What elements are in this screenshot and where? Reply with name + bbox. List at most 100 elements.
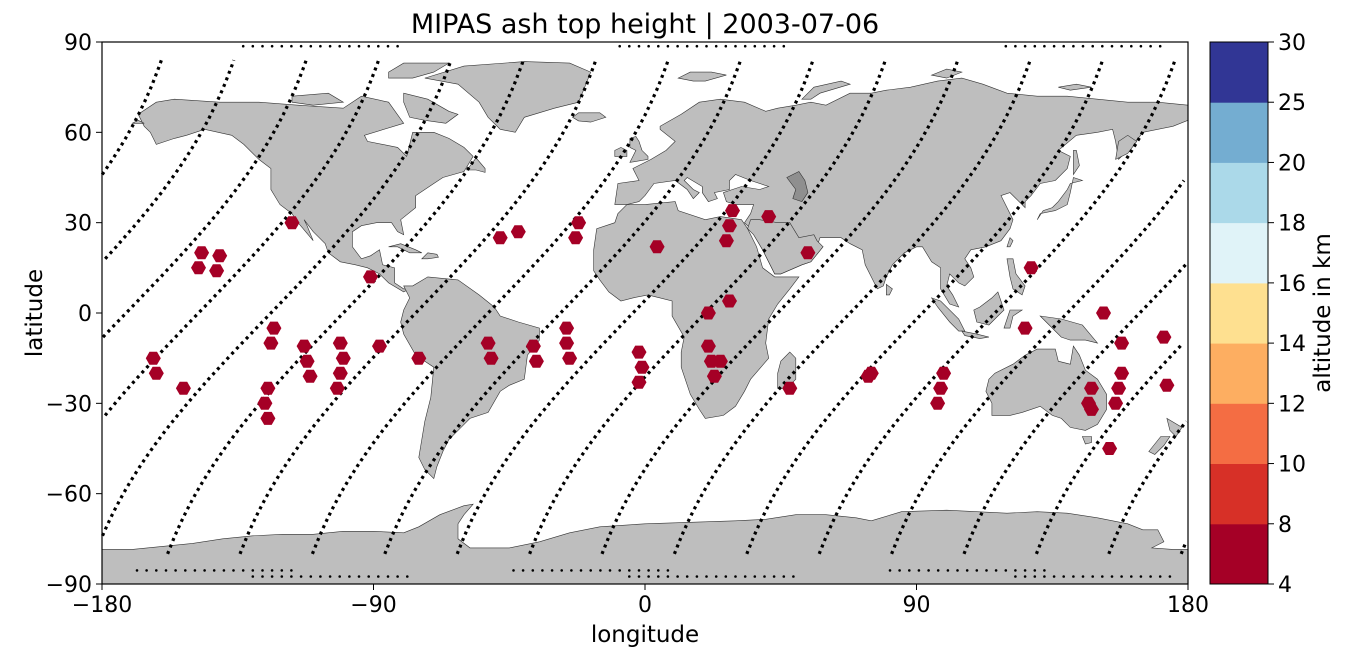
polar-track-point xyxy=(357,575,361,578)
polar-track-point xyxy=(985,569,988,572)
ash-detection-marker xyxy=(411,351,427,365)
polar-track-point xyxy=(1033,44,1037,48)
ash-detection-marker xyxy=(483,351,499,365)
polar-track-point xyxy=(155,569,158,572)
polar-track-point xyxy=(1130,575,1133,578)
polar-track-point xyxy=(319,575,322,578)
y-tick-label: −90 xyxy=(46,573,92,598)
polar-track-point xyxy=(936,569,940,572)
polar-track-point xyxy=(145,569,148,572)
polar-track-point xyxy=(560,569,563,572)
colorbar-tick-label: 14 xyxy=(1278,332,1306,357)
land-greenland xyxy=(424,61,592,133)
polar-track-point xyxy=(763,44,766,48)
polar-track-point xyxy=(695,575,699,578)
satellite-track xyxy=(600,59,960,555)
ash-detection-marker xyxy=(332,336,348,350)
land-sakhalin xyxy=(1073,150,1080,176)
satellite-track xyxy=(101,59,1188,555)
polar-track-point xyxy=(164,569,168,572)
colorbar-tick-label: 4 xyxy=(1278,573,1292,598)
ash-detection-marker xyxy=(712,354,728,368)
polar-track-point xyxy=(628,44,631,48)
polar-track-point xyxy=(753,575,757,578)
polar-track-point xyxy=(647,575,650,578)
land-tasmania xyxy=(1081,436,1092,445)
land-new-siberian-islands xyxy=(1058,83,1092,91)
polar-track-point xyxy=(1014,569,1017,572)
polar-track-point xyxy=(792,575,795,578)
polar-track-point xyxy=(241,44,245,48)
polar-track-point xyxy=(222,569,226,572)
polar-track-point xyxy=(212,569,216,572)
y-tick-label: −30 xyxy=(46,392,92,417)
land-antarctica xyxy=(101,503,1189,585)
polar-track-point xyxy=(531,569,535,572)
x-tick-label: −180 xyxy=(72,593,132,618)
satellite-track xyxy=(310,59,670,555)
polar-track-point xyxy=(589,569,592,572)
polar-track-point xyxy=(975,569,979,572)
polar-track-point xyxy=(309,575,313,578)
polar-track-point xyxy=(261,44,264,48)
polar-track-point xyxy=(1062,44,1065,48)
polar-track-point xyxy=(917,569,921,572)
land-eurasia xyxy=(614,77,1189,308)
polar-track-point xyxy=(386,575,390,578)
map-panel xyxy=(100,41,1189,585)
polar-track-point xyxy=(618,44,621,48)
colorbar-tick-label: 12 xyxy=(1278,392,1306,417)
ash-detection-marker xyxy=(363,270,378,284)
polar-track-point xyxy=(666,44,670,48)
polar-track-point xyxy=(338,575,342,578)
y-tick-label: 90 xyxy=(64,31,92,56)
polar-track-point xyxy=(270,575,274,578)
polar-track-point xyxy=(705,575,708,578)
polar-track-point xyxy=(406,575,409,578)
ash-detection-marker xyxy=(722,219,737,233)
polar-track-point xyxy=(695,44,699,48)
ash-detection-marker xyxy=(212,249,228,263)
polar-track-point xyxy=(1033,569,1037,572)
land-new-zealand-south xyxy=(1148,436,1171,455)
ash-markers xyxy=(145,204,1175,455)
land-novaya-zemlya xyxy=(801,80,852,100)
polar-track-point xyxy=(782,575,786,578)
polar-track-point xyxy=(734,575,737,578)
satellite-track xyxy=(672,59,1032,555)
polar-track-point xyxy=(1023,575,1027,578)
colorbar-label: altitude in km xyxy=(1310,233,1336,393)
ash-detection-marker xyxy=(718,234,734,248)
ash-detection-marker xyxy=(194,246,210,260)
ash-detection-marker xyxy=(510,225,526,239)
polar-track-point xyxy=(1023,569,1027,572)
polar-track-point xyxy=(299,44,303,48)
ash-detection-marker xyxy=(299,354,315,368)
ash-detection-marker xyxy=(634,360,650,374)
polar-track-point xyxy=(637,569,641,572)
ash-detection-marker xyxy=(1114,336,1130,350)
ash-detection-marker xyxy=(296,339,312,353)
ash-detection-marker xyxy=(933,381,949,395)
satellite-track xyxy=(100,59,1186,555)
y-tick-label: 0 xyxy=(78,302,92,327)
x-tick-label: −90 xyxy=(350,593,396,618)
polar-track-point xyxy=(241,569,245,572)
ash-detection-marker xyxy=(480,336,496,350)
land-north-america xyxy=(137,95,474,293)
land-taiwan xyxy=(1006,237,1014,248)
polar-track-point xyxy=(618,569,621,572)
polar-track-point xyxy=(676,44,679,48)
polar-track-point xyxy=(184,569,187,572)
polar-track-point xyxy=(290,575,293,578)
ash-detection-marker xyxy=(1111,381,1127,395)
polar-track-point xyxy=(647,44,650,48)
ash-detection-marker xyxy=(492,231,508,245)
ash-detection-marker xyxy=(525,339,541,353)
polar-track-point xyxy=(377,575,380,578)
polar-track-point xyxy=(367,575,371,578)
polar-track-point xyxy=(647,569,650,572)
polar-track-point xyxy=(280,569,284,572)
colorbar-tick-label: 10 xyxy=(1278,453,1306,478)
